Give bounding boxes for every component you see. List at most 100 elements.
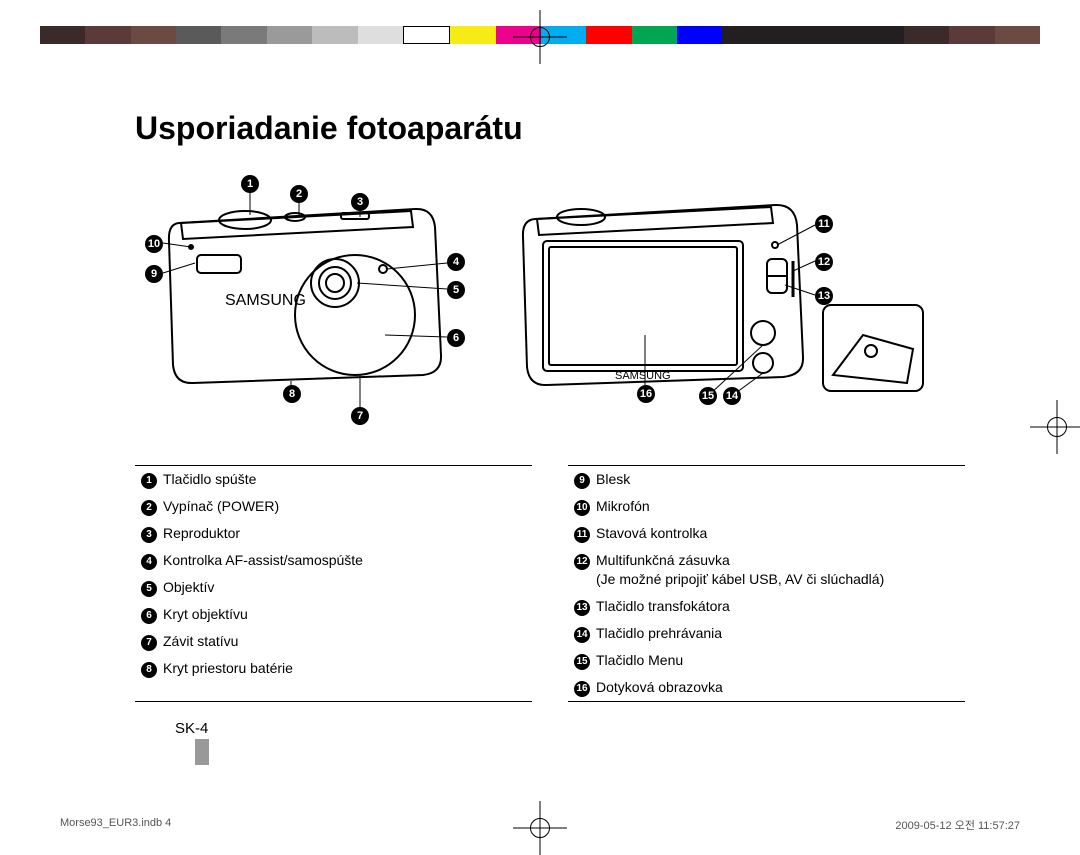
colorbar-swatch: [632, 26, 677, 44]
legend-number: 3: [135, 524, 163, 543]
legend-number: 13: [568, 597, 596, 616]
legend-row: 5Objektív: [135, 574, 532, 601]
legend-number: 2: [135, 497, 163, 516]
callout-3: 3: [351, 193, 369, 211]
legend-row: 11Stavová kontrolka: [568, 520, 965, 547]
colorbar-swatch: [949, 26, 994, 44]
callout-10: 10: [145, 235, 163, 253]
legend-number: 9: [568, 470, 596, 489]
colorbar-swatch: [267, 26, 312, 44]
registration-mark-icon: [1040, 410, 1074, 444]
legend-number: 16: [568, 678, 596, 697]
legend-number: 6: [135, 605, 163, 624]
legend-label: Objektív: [163, 578, 532, 597]
legend-number: 7: [135, 632, 163, 651]
callout-6: 6: [447, 329, 465, 347]
colorbar-swatch: [358, 26, 403, 44]
legend-row: 14Tlačidlo prehrávania: [568, 620, 965, 647]
legend-label: Mikrofón: [596, 497, 965, 516]
colorbar-swatch: [768, 26, 813, 44]
legend-row: 16Dotyková obrazovka: [568, 674, 965, 701]
legend-label: Tlačidlo transfokátora: [596, 597, 965, 616]
callout-13: 13: [815, 287, 833, 305]
callout-1: 1: [241, 175, 259, 193]
page-footer-block: SK-4: [135, 720, 965, 765]
legend-row: 6Kryt objektívu: [135, 601, 532, 628]
legend-label: Kryt priestoru batérie: [163, 659, 532, 678]
colorbar-swatch: [176, 26, 221, 44]
brand-text: SAMSUNG: [225, 292, 306, 309]
legend-label: Dotyková obrazovka: [596, 678, 965, 697]
legend-row: 13Tlačidlo transfokátora: [568, 593, 965, 620]
manual-page: Usporiadanie fotoaparátu: [0, 0, 1080, 851]
colorbar-swatch: [40, 26, 85, 44]
callout-12: 12: [815, 253, 833, 271]
colorbar-swatch: [858, 26, 903, 44]
colorbar-swatch: [586, 26, 631, 44]
legend-label: Tlačidlo prehrávania: [596, 624, 965, 643]
legend-number: 12: [568, 551, 596, 570]
callout-14: 14: [723, 387, 741, 405]
callout-11: 11: [815, 215, 833, 233]
legend-number: 8: [135, 659, 163, 678]
footer-timestamp: 2009-05-12 오전 11:57:27: [895, 817, 1020, 833]
legend-row: 15Tlačidlo Menu: [568, 647, 965, 674]
callout-5: 5: [447, 281, 465, 299]
legend-number: 14: [568, 624, 596, 643]
legend-label: Kontrolka AF-assist/samospúšte: [163, 551, 532, 570]
callout-2: 2: [290, 185, 308, 203]
legend-number: 1: [135, 470, 163, 489]
legend-row: 9Blesk: [568, 466, 965, 493]
colorbar-swatch: [722, 26, 767, 44]
legend-number: 15: [568, 651, 596, 670]
legend-label: Tlačidlo spúšte: [163, 470, 532, 489]
legend-row: 2Vypínač (POWER): [135, 493, 532, 520]
legend-row: 4Kontrolka AF-assist/samospúšte: [135, 547, 532, 574]
legend-label: Stavová kontrolka: [596, 524, 965, 543]
legend-number: 10: [568, 497, 596, 516]
legend-tables: 1Tlačidlo spúšte2Vypínač (POWER)3Reprodu…: [135, 465, 965, 702]
legend-number: 4: [135, 551, 163, 570]
colorbar-swatch: [904, 26, 949, 44]
legend-row: 10Mikrofón: [568, 493, 965, 520]
callout-15: 15: [699, 387, 717, 405]
camera-back-diagram: SAMSUNG 11 12 13 14 15 16: [515, 175, 935, 425]
colorbar-swatch: [85, 26, 130, 44]
page-content: Usporiadanie fotoaparátu: [135, 110, 965, 702]
thumb-index-bar: [195, 739, 209, 765]
page-title: Usporiadanie fotoaparátu: [135, 110, 965, 147]
colorbar-swatch: [813, 26, 858, 44]
colorbar-swatch: [131, 26, 176, 44]
legend-row: 8Kryt priestoru batérie: [135, 655, 532, 682]
colorbar-swatch: [677, 26, 722, 44]
legend-number: 5: [135, 578, 163, 597]
legend-left: 1Tlačidlo spúšte2Vypínač (POWER)3Reprodu…: [135, 465, 532, 702]
camera-diagrams: SAMSUNG: [135, 175, 965, 425]
registration-mark-icon: [523, 20, 557, 54]
callout-9: 9: [145, 265, 163, 283]
legend-row: 7Závit statívu: [135, 628, 532, 655]
callout-4: 4: [447, 253, 465, 271]
callout-16: 16: [637, 385, 655, 403]
svg-text:SAMSUNG: SAMSUNG: [615, 370, 671, 382]
callout-8: 8: [283, 385, 301, 403]
colorbar-swatch: [312, 26, 357, 44]
legend-label: Reproduktor: [163, 524, 532, 543]
legend-right: 9Blesk10Mikrofón11Stavová kontrolka12Mul…: [568, 465, 965, 702]
legend-row: 3Reproduktor: [135, 520, 532, 547]
camera-front-diagram: SAMSUNG: [135, 175, 475, 425]
legend-row: 1Tlačidlo spúšte: [135, 466, 532, 493]
legend-label: Vypínač (POWER): [163, 497, 532, 516]
page-number: SK-4: [175, 720, 965, 737]
colorbar-swatch: [995, 26, 1040, 44]
colorbar-swatch: [403, 26, 450, 44]
footer-filename: Morse93_EUR3.indb 4: [60, 817, 171, 833]
legend-label: Závit statívu: [163, 632, 532, 651]
colorbar-swatch: [450, 26, 495, 44]
legend-label: Blesk: [596, 470, 965, 489]
legend-number: 11: [568, 524, 596, 543]
callout-7: 7: [351, 407, 369, 425]
legend-label: Multifunkčná zásuvka(Je možné pripojiť k…: [596, 551, 965, 589]
legend-label: Tlačidlo Menu: [596, 651, 965, 670]
legend-label: Kryt objektívu: [163, 605, 532, 624]
